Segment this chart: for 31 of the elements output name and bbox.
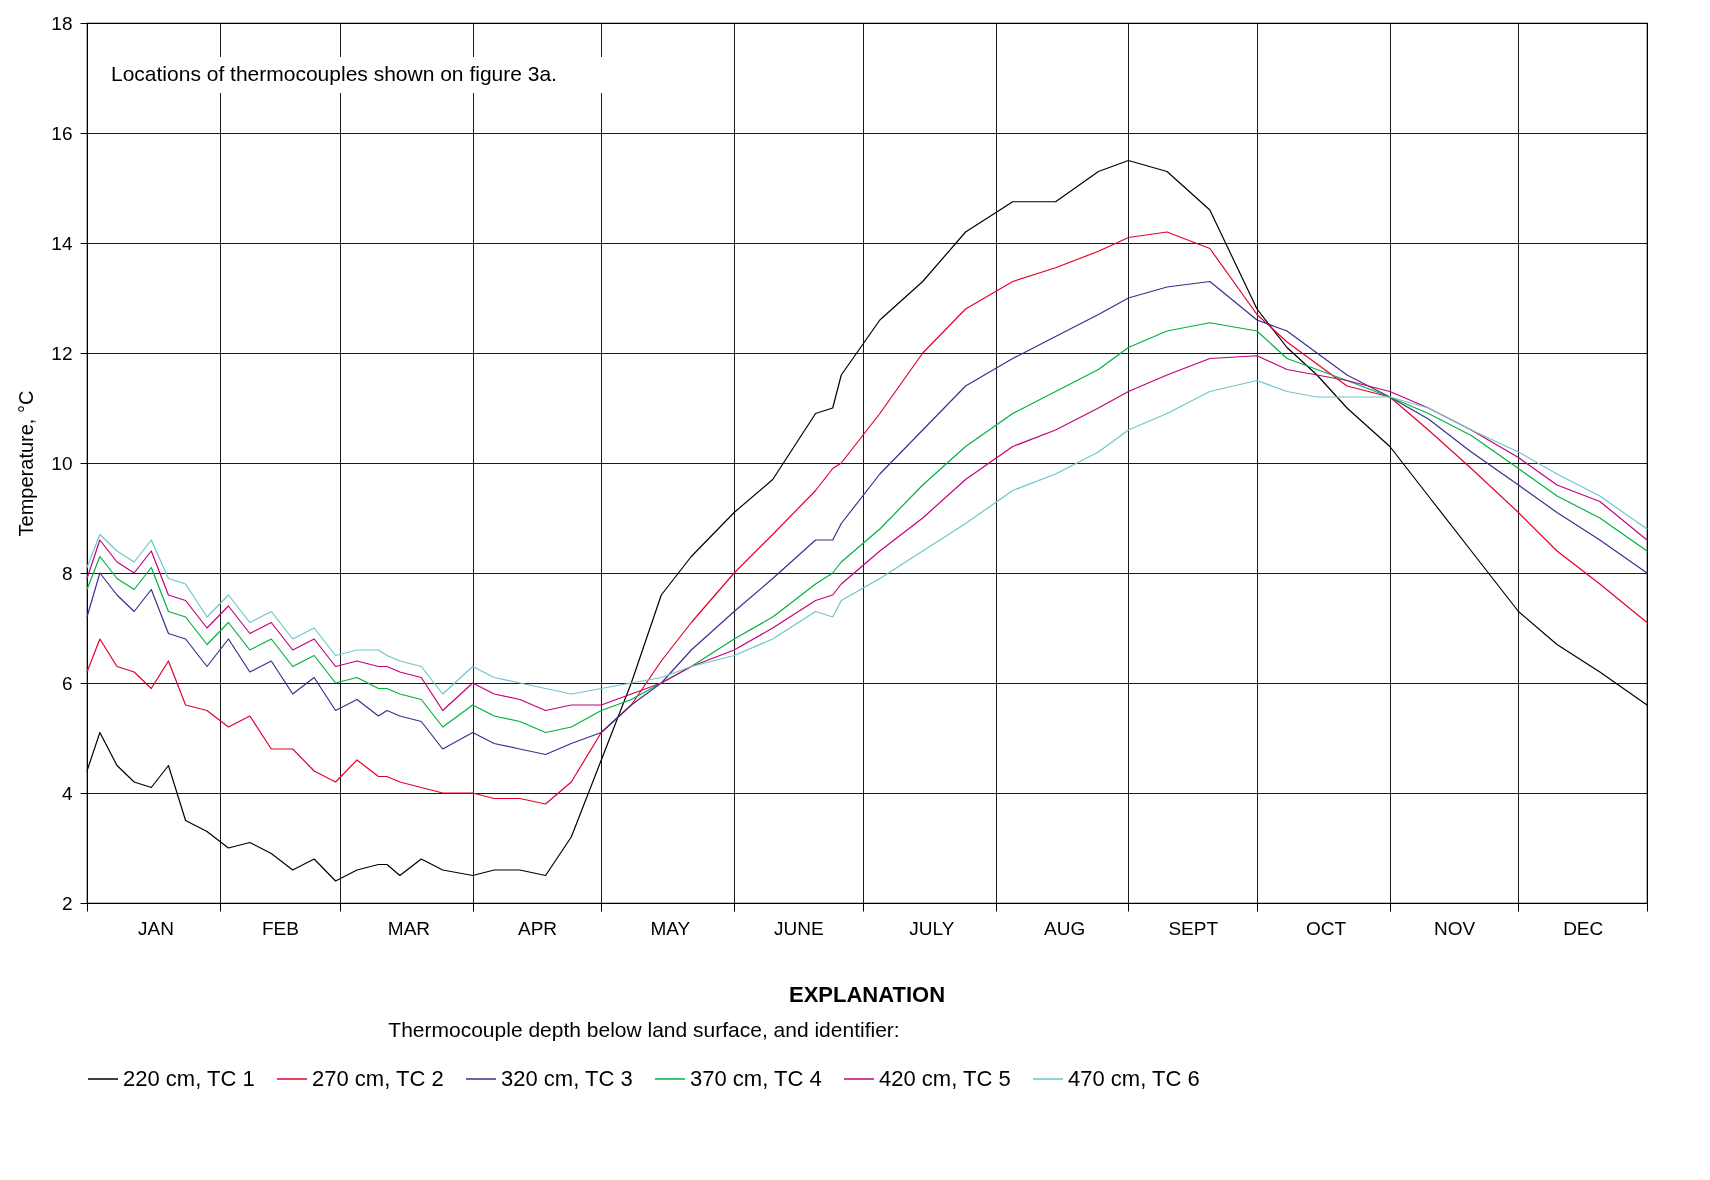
legend-label: 470 cm, TC 6: [1068, 1066, 1200, 1091]
legend-label: 320 cm, TC 3: [501, 1066, 633, 1091]
x-tick-label: JUNE: [774, 917, 824, 939]
x-tick-label: MAY: [650, 917, 691, 939]
x-tick-label: AUG: [1044, 917, 1086, 939]
legend-title: Thermocouple depth below land surface, and identifier:: [388, 1018, 900, 1041]
y-tick-label: 14: [51, 232, 73, 254]
x-tick-label: SEPT: [1168, 917, 1219, 939]
y-tick-label: 16: [51, 122, 73, 144]
y-tick-label: 4: [61, 782, 73, 804]
legend-label: 220 cm, TC 1: [123, 1066, 255, 1091]
x-tick-label: DEC: [1563, 917, 1604, 939]
x-tick-label: APR: [517, 917, 558, 939]
y-tick-label: 12: [51, 342, 73, 364]
y-tick-label: 10: [51, 452, 73, 474]
x-tick-label: JULY: [909, 917, 955, 939]
legend-label: 420 cm, TC 5: [879, 1066, 1011, 1091]
annotation: Locations of thermocouples shown on figure 3a.: [111, 62, 557, 85]
y-tick-label: 18: [51, 12, 73, 34]
y-axis-title: Temperature, °C: [15, 390, 38, 537]
x-tick-label: MAR: [387, 917, 431, 939]
x-tick-label: OCT: [1306, 917, 1347, 939]
legend-label: 370 cm, TC 4: [690, 1066, 822, 1091]
x-tick-label: JAN: [138, 917, 175, 939]
y-tick-label: 2: [61, 892, 73, 914]
legend-label: 270 cm, TC 2: [312, 1066, 444, 1091]
y-tick-label: 6: [61, 672, 73, 694]
x-tick-label: NOV: [1434, 917, 1476, 939]
x-tick-label: FEB: [261, 917, 299, 939]
text: EXPLANATION: [788, 982, 946, 1007]
y-tick-label: 8: [61, 562, 73, 584]
